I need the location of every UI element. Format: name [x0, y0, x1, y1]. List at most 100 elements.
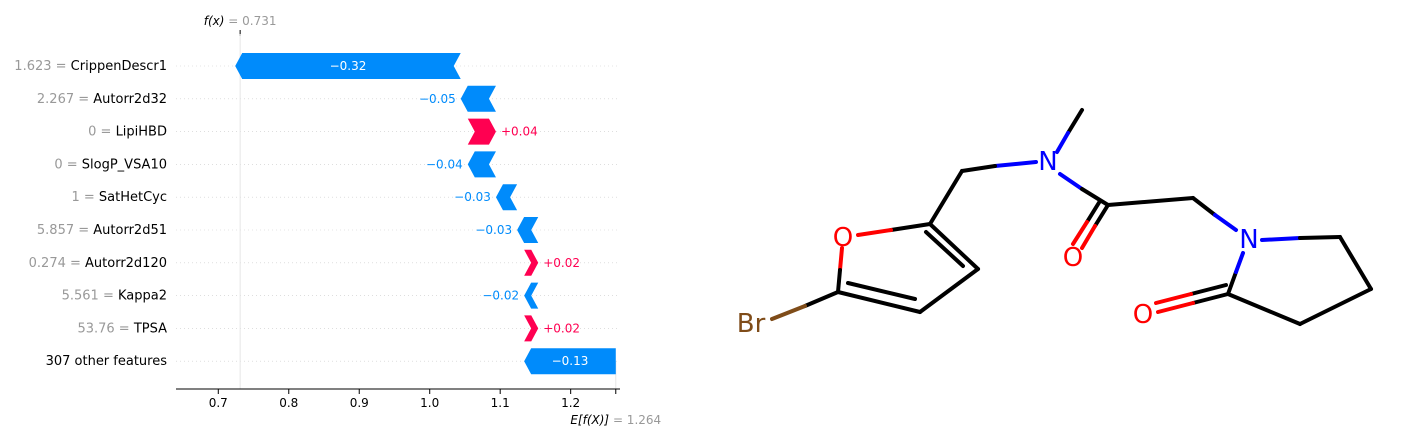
bond-ring: [1338, 235, 1373, 291]
bond-methyl-n: [1055, 131, 1070, 154]
feature-value: 53.76 =: [77, 321, 133, 336]
feature-value: 2.267 =: [37, 91, 93, 106]
x-axis-ticks: 0.7 0.8 0.9 1.0 1.1 1.2: [209, 389, 617, 410]
negative-contribution-bar: [235, 53, 461, 79]
bond-lactam-carbonyl: [1191, 292, 1230, 305]
feature-label: 1.623 = CrippenDescr1: [14, 59, 167, 74]
x-tick-label: 0.9: [350, 396, 369, 410]
bond-methyl-n: [1066, 108, 1084, 135]
negative-contribution-bar: [460, 85, 496, 112]
bond-ch2-furan: [928, 169, 964, 226]
feature-labels: 1.623 = CrippenDescr1 2.267 = Autorr2d32 0…: [14, 59, 167, 369]
feature-label: 5.561 = Kappa2: [62, 288, 167, 303]
atom-label-oxygen: O: [833, 223, 853, 253]
waterfall-chart: −0.32 −0.05 +0.04 −0.04 −0.03 −0.03 +0.02 −0.02…: [14, 14, 661, 427]
expected-value-annotation: E[f(X)] = 1.264: [570, 413, 661, 427]
feature-name: CrippenDescr1: [71, 59, 167, 74]
bond-furan-double: [924, 230, 965, 268]
bond-carbonyl-ch2: [1106, 196, 1195, 207]
negative-contribution-bar: [524, 348, 616, 375]
bond-furan: [836, 290, 922, 314]
positive-contribution-bar: [467, 118, 496, 145]
bond-n-carbonyl: [1058, 172, 1084, 191]
bond-lactam-carbonyl: [1156, 301, 1195, 314]
fx-annotation: f(x) = 0.731: [204, 14, 277, 28]
x-tick-label: 1.2: [561, 396, 580, 410]
atom-label-nitrogen: N: [1038, 147, 1057, 177]
bond-lactam-carbonyl: [1189, 283, 1228, 296]
feature-label: 53.76 = TPSA: [77, 321, 167, 336]
feature-label: 5.857 = Autorr2d51: [37, 223, 167, 238]
feature-value: 5.561 =: [62, 288, 118, 303]
feature-value: 1.623 =: [14, 59, 70, 74]
contribution-label: −0.03: [475, 223, 512, 237]
negative-contribution-bar: [467, 151, 496, 178]
bond-n-ch2: [993, 160, 1038, 168]
bond-furan: [856, 228, 893, 237]
bond-ring-n-c: [1260, 236, 1302, 242]
contribution-label: −0.02: [482, 289, 519, 303]
expected-value-label: E[f(X)]: [570, 413, 609, 427]
contribution-label: −0.13: [552, 354, 589, 368]
feature-name: Autorr2d32: [93, 91, 167, 106]
negative-contribution-bar: [495, 184, 518, 211]
feature-name: LipiHBD: [116, 124, 167, 139]
feature-name: Autorr2d120: [85, 255, 167, 270]
positive-contribution-bar: [524, 315, 539, 342]
feature-name: Kappa2: [118, 288, 167, 303]
bond-amide-carbonyl: [1080, 224, 1097, 250]
feature-label: 1 = SatHetCyc: [71, 190, 167, 205]
bond-amide-carbonyl: [1071, 220, 1089, 246]
bond-ring: [1226, 292, 1302, 326]
bond-c-br: [803, 290, 840, 308]
molecule-structure: N O N O O Br: [737, 108, 1373, 339]
feature-label: 0.274 = Autorr2d120: [29, 255, 167, 270]
bond-ring-n-c: [1298, 235, 1342, 240]
x-tick-label: 1.0: [420, 396, 439, 410]
bond-furan: [836, 268, 842, 294]
contribution-label: −0.04: [426, 157, 463, 171]
x-tick-label: 1.1: [491, 396, 510, 410]
bond-furan: [928, 222, 980, 271]
bond-amide-carbonyl: [1093, 203, 1110, 228]
bond-furan: [889, 222, 932, 232]
feature-value: 1 =: [71, 190, 98, 205]
bond-n-ch2: [960, 164, 997, 173]
feature-label: 2.267 = Autorr2d32: [37, 91, 167, 106]
contribution-label: +0.02: [543, 321, 580, 335]
atom-label-oxygen: O: [1133, 300, 1153, 330]
negative-contribution-bar: [524, 282, 539, 309]
x-tick-label: 0.8: [279, 396, 298, 410]
contribution-label: −0.05: [419, 92, 456, 106]
negative-contribution-bar: [517, 217, 539, 243]
contribution-label: −0.03: [454, 190, 491, 204]
bond-ring-c-n: [1226, 270, 1238, 296]
bond-lactam-carbonyl: [1154, 292, 1193, 305]
bond-c-br: [770, 304, 807, 321]
bond-ch2-n: [1191, 196, 1217, 217]
feature-value: 0 =: [54, 157, 81, 172]
atom-label-nitrogen: N: [1239, 225, 1258, 255]
x-tick-label: 0.7: [209, 396, 228, 410]
feature-name: TPSA: [133, 321, 167, 336]
feature-name: SlogP_VSA10: [82, 157, 167, 172]
contribution-label: −0.32: [330, 59, 367, 73]
bond-furan: [838, 246, 844, 272]
bond-ch2-n: [1213, 213, 1238, 232]
bond-ring: [1298, 287, 1373, 326]
bond-furan-double: [846, 281, 917, 301]
contribution-label: +0.02: [543, 256, 580, 270]
row-gridlines: [176, 30, 620, 362]
bond-ring-c-n: [1234, 251, 1245, 274]
bond-n-carbonyl: [1080, 187, 1110, 207]
feature-value: 0.274 =: [29, 255, 85, 270]
positive-contribution-bar: [524, 249, 539, 276]
bond-furan: [918, 267, 980, 314]
feature-value: 5.857 =: [37, 223, 93, 238]
feature-name: Autorr2d51: [93, 223, 167, 238]
bond-amide-carbonyl: [1085, 199, 1102, 224]
fx-value: = 0.731: [228, 14, 276, 28]
contribution-bars: −0.32 −0.05 +0.04 −0.04 −0.03 −0.03 +0.02 −0.02…: [235, 53, 616, 375]
fx-label: f(x): [204, 14, 225, 28]
